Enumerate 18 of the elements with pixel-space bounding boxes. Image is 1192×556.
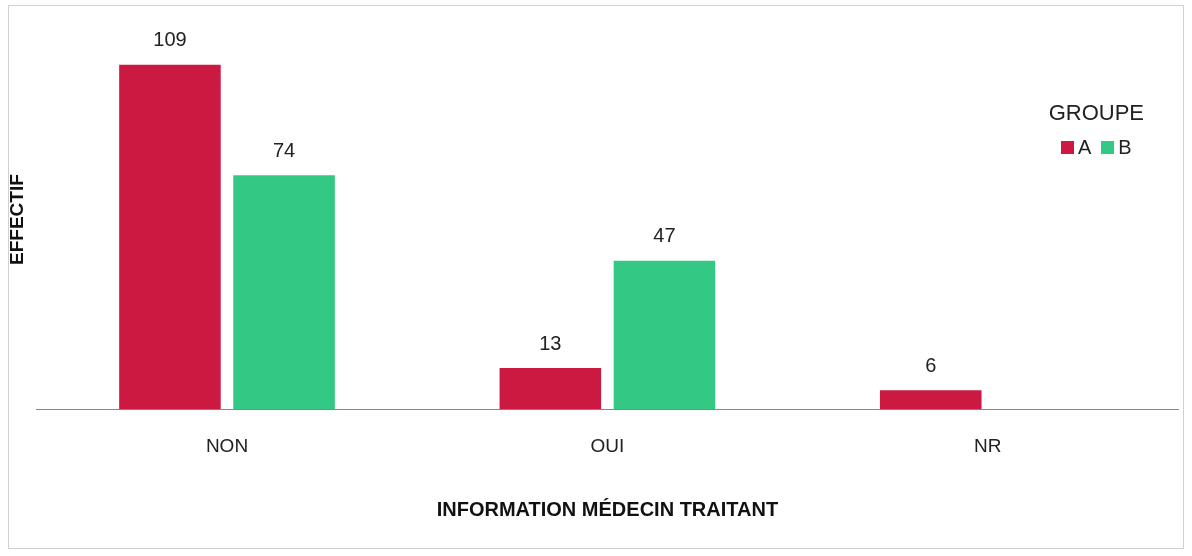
data-label: 109 [153,28,187,51]
x-tick-label: NR [974,434,1002,456]
data-label: 74 [272,138,296,161]
bar [879,390,982,410]
x-tick-label: NON [205,434,249,456]
bar [499,368,602,410]
bar [613,260,716,410]
data-label: 47 [653,224,676,247]
legend-title: GROUPE [1048,100,1144,126]
x-tick-label: OUI [590,434,625,456]
y-axis-title: EFFECTIF [5,174,27,265]
data-label: 13 [539,331,562,354]
legend-label: B [1117,136,1132,159]
legend-label: A [1076,136,1092,159]
data-label: 6 [925,353,937,376]
x-axis-title: INFORMATION MÉDECIN TRAITANT [436,497,779,520]
bar [119,64,221,410]
bar [233,175,335,410]
